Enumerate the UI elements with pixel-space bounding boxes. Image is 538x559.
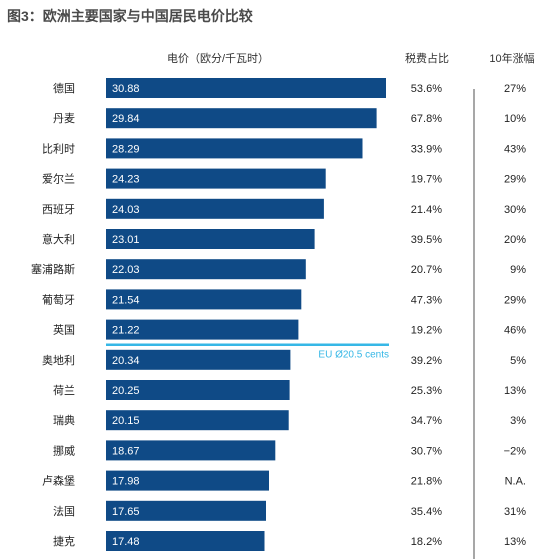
bar (106, 531, 265, 551)
tax-share-value: 25.3% (411, 385, 442, 397)
tax-share-value: 19.2% (411, 325, 442, 337)
tax-share-value: 18.2% (411, 536, 442, 548)
bar (106, 380, 290, 400)
chart-title: 图3：欧洲主要国家与中国居民电价比较 (7, 8, 253, 24)
bar-value-label: 28.29 (112, 143, 140, 155)
ten-year-change-value: −2% (504, 445, 527, 457)
bar (106, 500, 266, 521)
ten-year-change-value: 13% (504, 385, 526, 397)
category-label: 捷克 (53, 534, 75, 548)
bar (106, 349, 291, 370)
bar-value-label: 20.15 (112, 415, 140, 427)
tax-share-value: 47.3% (411, 294, 442, 306)
ten-year-change-value: 3% (510, 415, 526, 427)
category-label: 意大利 (42, 232, 75, 246)
tax-share-value: 53.6% (411, 83, 442, 95)
category-label: 丹麦 (53, 112, 75, 125)
category-label: 比利时 (42, 142, 75, 155)
bar (106, 440, 276, 461)
bar-value-label: 20.34 (112, 355, 140, 367)
bar-value-label: 22.03 (112, 264, 140, 276)
category-label: 爱尔兰 (42, 173, 75, 186)
bar (106, 138, 363, 159)
category-label: 塞浦路斯 (31, 262, 75, 276)
ten-year-change-value: 10% (504, 113, 526, 125)
ten-year-change-value: 9% (510, 264, 526, 276)
tax-share-value: 67.8% (411, 113, 442, 125)
category-label: 德国 (53, 81, 75, 95)
bar (106, 319, 299, 340)
tax-share-value: 35.4% (411, 506, 442, 518)
bar (106, 470, 269, 491)
ten-year-change-header: 10年涨幅 (489, 51, 534, 65)
category-label: 奥地利 (42, 353, 75, 367)
bar (106, 410, 289, 431)
category-label: 西班牙 (42, 203, 75, 216)
ten-year-change-value: 29% (504, 174, 526, 186)
ten-year-change-value: 31% (504, 506, 526, 518)
bar-value-label: 21.22 (112, 325, 140, 337)
bar-value-label: 30.88 (112, 83, 140, 95)
tax-share-value: 39.5% (411, 234, 442, 246)
category-label: 挪威 (53, 443, 75, 457)
bar-value-label: 24.23 (112, 174, 140, 186)
tax-share-value: 34.7% (411, 415, 442, 427)
chart-rows: 德国 30.88 53.6% 27% 丹麦 29.84 67.8% 10% 比利时 28.29 33… (31, 78, 526, 551)
category-label: 卢森堡 (42, 474, 75, 488)
tax-share-header: 税费占比 (405, 51, 449, 65)
category-label: 葡萄牙 (42, 293, 75, 306)
ten-year-change-value: 46% (504, 325, 526, 337)
bar (106, 108, 377, 129)
ten-year-change-value: 20% (504, 234, 526, 246)
ten-year-change-value: 29% (504, 294, 526, 306)
bar (106, 168, 326, 189)
tax-share-value: 20.7% (411, 264, 442, 276)
bar-value-label: 24.03 (112, 204, 140, 216)
bar-value-label: 29.84 (112, 113, 140, 125)
bar-value-label: 18.67 (112, 445, 140, 457)
bar (106, 289, 302, 310)
tax-share-value: 30.7% (411, 445, 442, 457)
ten-year-change-value: N.A. (505, 476, 526, 488)
ten-year-change-value: 30% (504, 204, 526, 216)
bar (106, 259, 306, 280)
tax-share-value: 19.7% (411, 174, 442, 186)
bar-value-label: 17.98 (112, 476, 140, 488)
category-label: 法国 (53, 504, 75, 518)
tax-share-value: 33.9% (411, 143, 442, 155)
ten-year-change-value: 13% (504, 536, 526, 548)
bar-value-label: 21.54 (112, 294, 140, 306)
bar-value-label: 17.65 (112, 506, 140, 518)
bar (106, 78, 386, 98)
value-header: 电价（欧分/千瓦时） (167, 52, 269, 65)
category-label: 荷兰 (53, 384, 75, 397)
ten-year-change-value: 43% (504, 143, 526, 155)
ten-year-change-value: 27% (504, 83, 526, 95)
ten-year-change-value: 5% (510, 355, 526, 367)
bar-value-label: 23.01 (112, 234, 140, 246)
bar (106, 229, 315, 249)
category-label: 英国 (53, 323, 75, 337)
bar-value-label: 17.48 (112, 536, 140, 548)
category-label: 瑞典 (53, 413, 75, 427)
bar-value-label: 20.25 (112, 385, 140, 397)
tax-share-value: 21.4% (411, 204, 442, 216)
tax-share-value: 21.8% (411, 476, 442, 488)
tax-share-value: 39.2% (411, 355, 442, 367)
bar (106, 198, 324, 219)
eu-average-label: EU Ø20.5 cents (318, 350, 389, 361)
